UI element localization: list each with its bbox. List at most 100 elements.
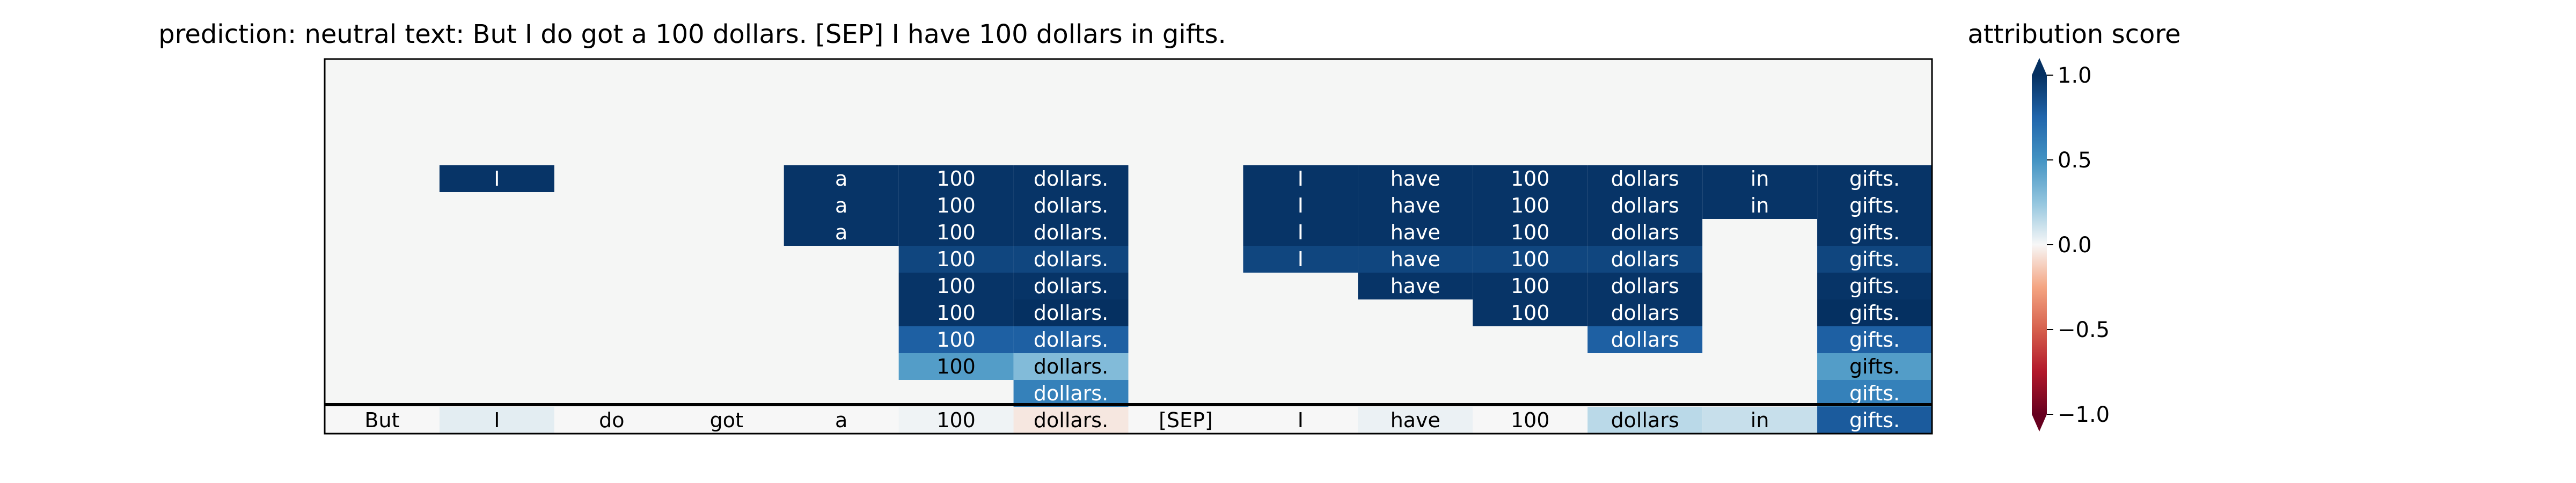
cell-label: have: [1391, 247, 1440, 271]
cell-label: dollars.: [1034, 382, 1108, 405]
cell-label: 100: [936, 247, 976, 271]
token-label: do: [599, 408, 624, 432]
token-label: I: [1298, 408, 1304, 432]
heatmap-cell: [1473, 219, 1588, 246]
heatmap-cell: [898, 219, 1014, 246]
token-cell: [898, 407, 1014, 434]
cell-label: dollars: [1611, 194, 1679, 217]
token-label: dollars.: [1034, 408, 1108, 432]
token-label: a: [835, 408, 847, 432]
cell-label: dollars: [1611, 167, 1679, 191]
token-label: 100: [1511, 408, 1550, 432]
colorbar-tick-label: 1.0: [2058, 63, 2092, 88]
cell-label: I: [1298, 221, 1304, 244]
heatmap-cell: [1013, 192, 1129, 219]
cell-label: gifts.: [1849, 274, 1900, 298]
heatmap-cell: [898, 273, 1014, 299]
cell-label: dollars.: [1034, 301, 1108, 325]
heatmap-cell: [1013, 299, 1129, 326]
cell-label: gifts.: [1849, 194, 1900, 217]
cell-label: dollars: [1611, 328, 1679, 352]
heatmap-cell: [898, 165, 1014, 192]
heatmap-cell: [1013, 273, 1129, 299]
heatmap-cell: [1817, 165, 1932, 192]
heatmap-cell: [1817, 353, 1932, 380]
colorbar: 1.0 0.5 0.0 −0.5 −1.0: [2032, 58, 2110, 431]
cell-label: 100: [1511, 167, 1550, 191]
heatmap-cell: [1243, 165, 1358, 192]
heatmap-cell: [1817, 326, 1932, 353]
token-label: 100: [936, 408, 976, 432]
heatmap-cell: [1587, 165, 1703, 192]
cell-label: gifts.: [1849, 167, 1900, 191]
token-label: But: [364, 408, 399, 432]
chart-title: prediction: neutral text: But I do got a…: [158, 19, 1226, 49]
heatmap-cell: [1358, 165, 1473, 192]
heatmap-cell: [1013, 326, 1129, 353]
heatmap-cell: [1358, 219, 1473, 246]
cell-label: dollars: [1611, 247, 1679, 271]
token-label: have: [1391, 408, 1440, 432]
cell-label: gifts.: [1849, 301, 1900, 325]
cell-label: dollars.: [1034, 194, 1108, 217]
cell-label: a: [835, 194, 847, 217]
heatmap-cell: [1243, 246, 1358, 273]
heatmap-cell: [1243, 219, 1358, 246]
heatmap-cell: [1587, 192, 1703, 219]
cell-label: gifts.: [1849, 328, 1900, 352]
cell-label: in: [1751, 194, 1769, 217]
cell-label: dollars.: [1034, 167, 1108, 191]
cell-label: dollars.: [1034, 247, 1108, 271]
cell-label: gifts.: [1849, 355, 1900, 378]
token-cell: [1817, 407, 1932, 434]
token-cell: [439, 407, 554, 434]
cell-label: 100: [936, 167, 976, 191]
heatmap-cell: [898, 299, 1014, 326]
token-label: got: [710, 408, 743, 432]
cell-label: 100: [1511, 194, 1550, 217]
cell-label: 100: [936, 355, 976, 378]
cell-label: 100: [936, 274, 976, 298]
cell-label: gifts.: [1849, 382, 1900, 405]
token-label: dollars: [1611, 408, 1679, 432]
heatmap-cell: [1587, 219, 1703, 246]
heatmap-cell: [1702, 165, 1818, 192]
cell-label: dollars: [1611, 221, 1679, 244]
heatmap-cell: [1358, 273, 1473, 299]
cell-label: a: [835, 167, 847, 191]
heatmap-cell: [1473, 165, 1588, 192]
cell-label: I: [1298, 194, 1304, 217]
heatmap-cell: [1587, 246, 1703, 273]
token-label: gifts.: [1849, 408, 1900, 432]
cell-label: 100: [936, 301, 976, 325]
colorbar-tick-label: 0.5: [2058, 148, 2092, 173]
cell-label: 100: [936, 221, 976, 244]
heatmap-cell: [1817, 273, 1932, 299]
heatmap-cell: [1013, 380, 1129, 407]
heatmap-cell: [1358, 192, 1473, 219]
cell-label: dollars: [1611, 274, 1679, 298]
plot-frame: [324, 58, 1933, 435]
heatmap-cell: [898, 246, 1014, 273]
cell-label: 100: [1511, 221, 1550, 244]
cell-label: 100: [936, 328, 976, 352]
colorbar-extend-max: [2032, 58, 2047, 75]
heatmap-cell: [1587, 326, 1703, 353]
heatmap-cell: [1817, 380, 1932, 407]
heatmap-cell: [1587, 273, 1703, 299]
cell-label: have: [1391, 194, 1440, 217]
heatmap-cell: [439, 165, 554, 192]
heatmap-cell: [784, 192, 899, 219]
cell-label: a: [835, 221, 847, 244]
token-label: I: [494, 408, 500, 432]
cell-label: dollars.: [1034, 328, 1108, 352]
cell-label: gifts.: [1849, 247, 1900, 271]
cell-label: dollars.: [1034, 274, 1108, 298]
cell-label: 100: [1511, 274, 1550, 298]
heatmap-cell: [1817, 192, 1932, 219]
cell-label: 100: [1511, 247, 1550, 271]
colorbar-label: attribution score: [1967, 19, 2180, 49]
token-cell: [1243, 407, 1358, 434]
